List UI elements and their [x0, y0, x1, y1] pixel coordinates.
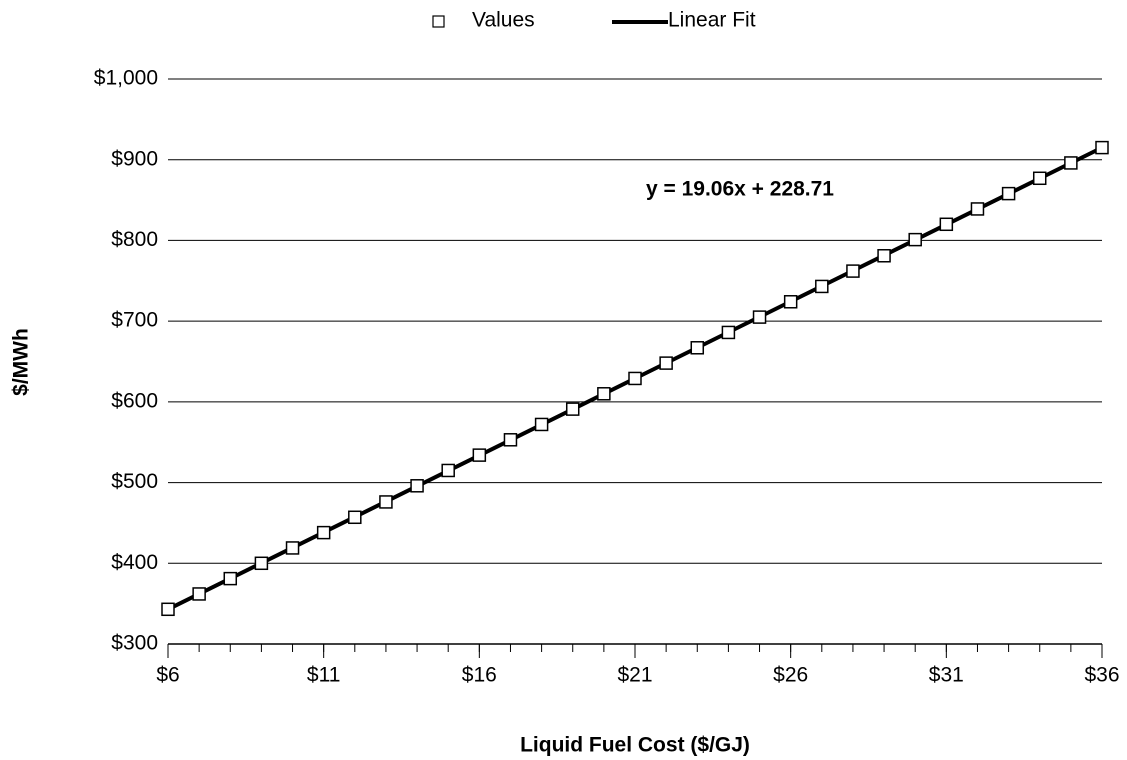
- marker: [659, 356, 673, 370]
- marker: [628, 371, 642, 386]
- marker: [1095, 140, 1109, 155]
- marker: [285, 541, 300, 555]
- marker: [441, 463, 455, 478]
- marker: [939, 217, 954, 232]
- y-tick-label: $300: [111, 632, 158, 655]
- marker: [1064, 156, 1078, 170]
- legend-label: Linear Fit: [668, 9, 756, 32]
- marker: [783, 295, 798, 309]
- x-tick-label: $21: [617, 664, 652, 687]
- x-tick-label: $6: [156, 664, 179, 687]
- marker: [970, 202, 985, 216]
- marker: [192, 587, 206, 601]
- legend-label: Values: [472, 9, 535, 32]
- marker: [908, 232, 922, 247]
- marker: [534, 417, 549, 432]
- marker: [410, 479, 424, 493]
- x-tick-label: $26: [773, 664, 808, 687]
- y-tick-label: $600: [111, 389, 158, 412]
- marker: [721, 325, 736, 340]
- marker: [815, 279, 829, 294]
- marker: [846, 264, 860, 278]
- y-tick-label: $400: [111, 551, 158, 574]
- x-axis-label: Liquid Fuel Cost ($/GJ): [520, 734, 750, 757]
- x-tick-label: $11: [307, 664, 340, 687]
- y-tick-label: $900: [111, 147, 158, 170]
- marker: [348, 510, 362, 525]
- y-axis-label: $/MWh: [10, 328, 33, 396]
- y-tick-label: $700: [111, 309, 158, 332]
- marker: [223, 571, 238, 586]
- marker: [752, 310, 767, 324]
- marker: [472, 448, 487, 462]
- marker: [161, 602, 175, 617]
- x-tick-label: $31: [929, 664, 964, 687]
- marker: [690, 341, 705, 355]
- y-tick-label: $800: [111, 228, 158, 251]
- marker: [503, 433, 518, 447]
- marker: [565, 402, 580, 416]
- y-tick-label: $500: [111, 470, 158, 493]
- marker: [316, 525, 331, 540]
- marker: [597, 387, 611, 401]
- y-tick-label: $1,000: [94, 67, 158, 90]
- x-tick-label: $36: [1084, 664, 1119, 687]
- legend-marker: [432, 15, 445, 28]
- annotation: y = 19.06x + 228.71: [646, 178, 834, 201]
- marker: [1001, 186, 1016, 201]
- x-tick-label: $16: [462, 664, 497, 687]
- marker: [254, 556, 269, 571]
- marker: [1032, 171, 1047, 186]
- marker: [379, 495, 393, 509]
- marker: [877, 249, 891, 263]
